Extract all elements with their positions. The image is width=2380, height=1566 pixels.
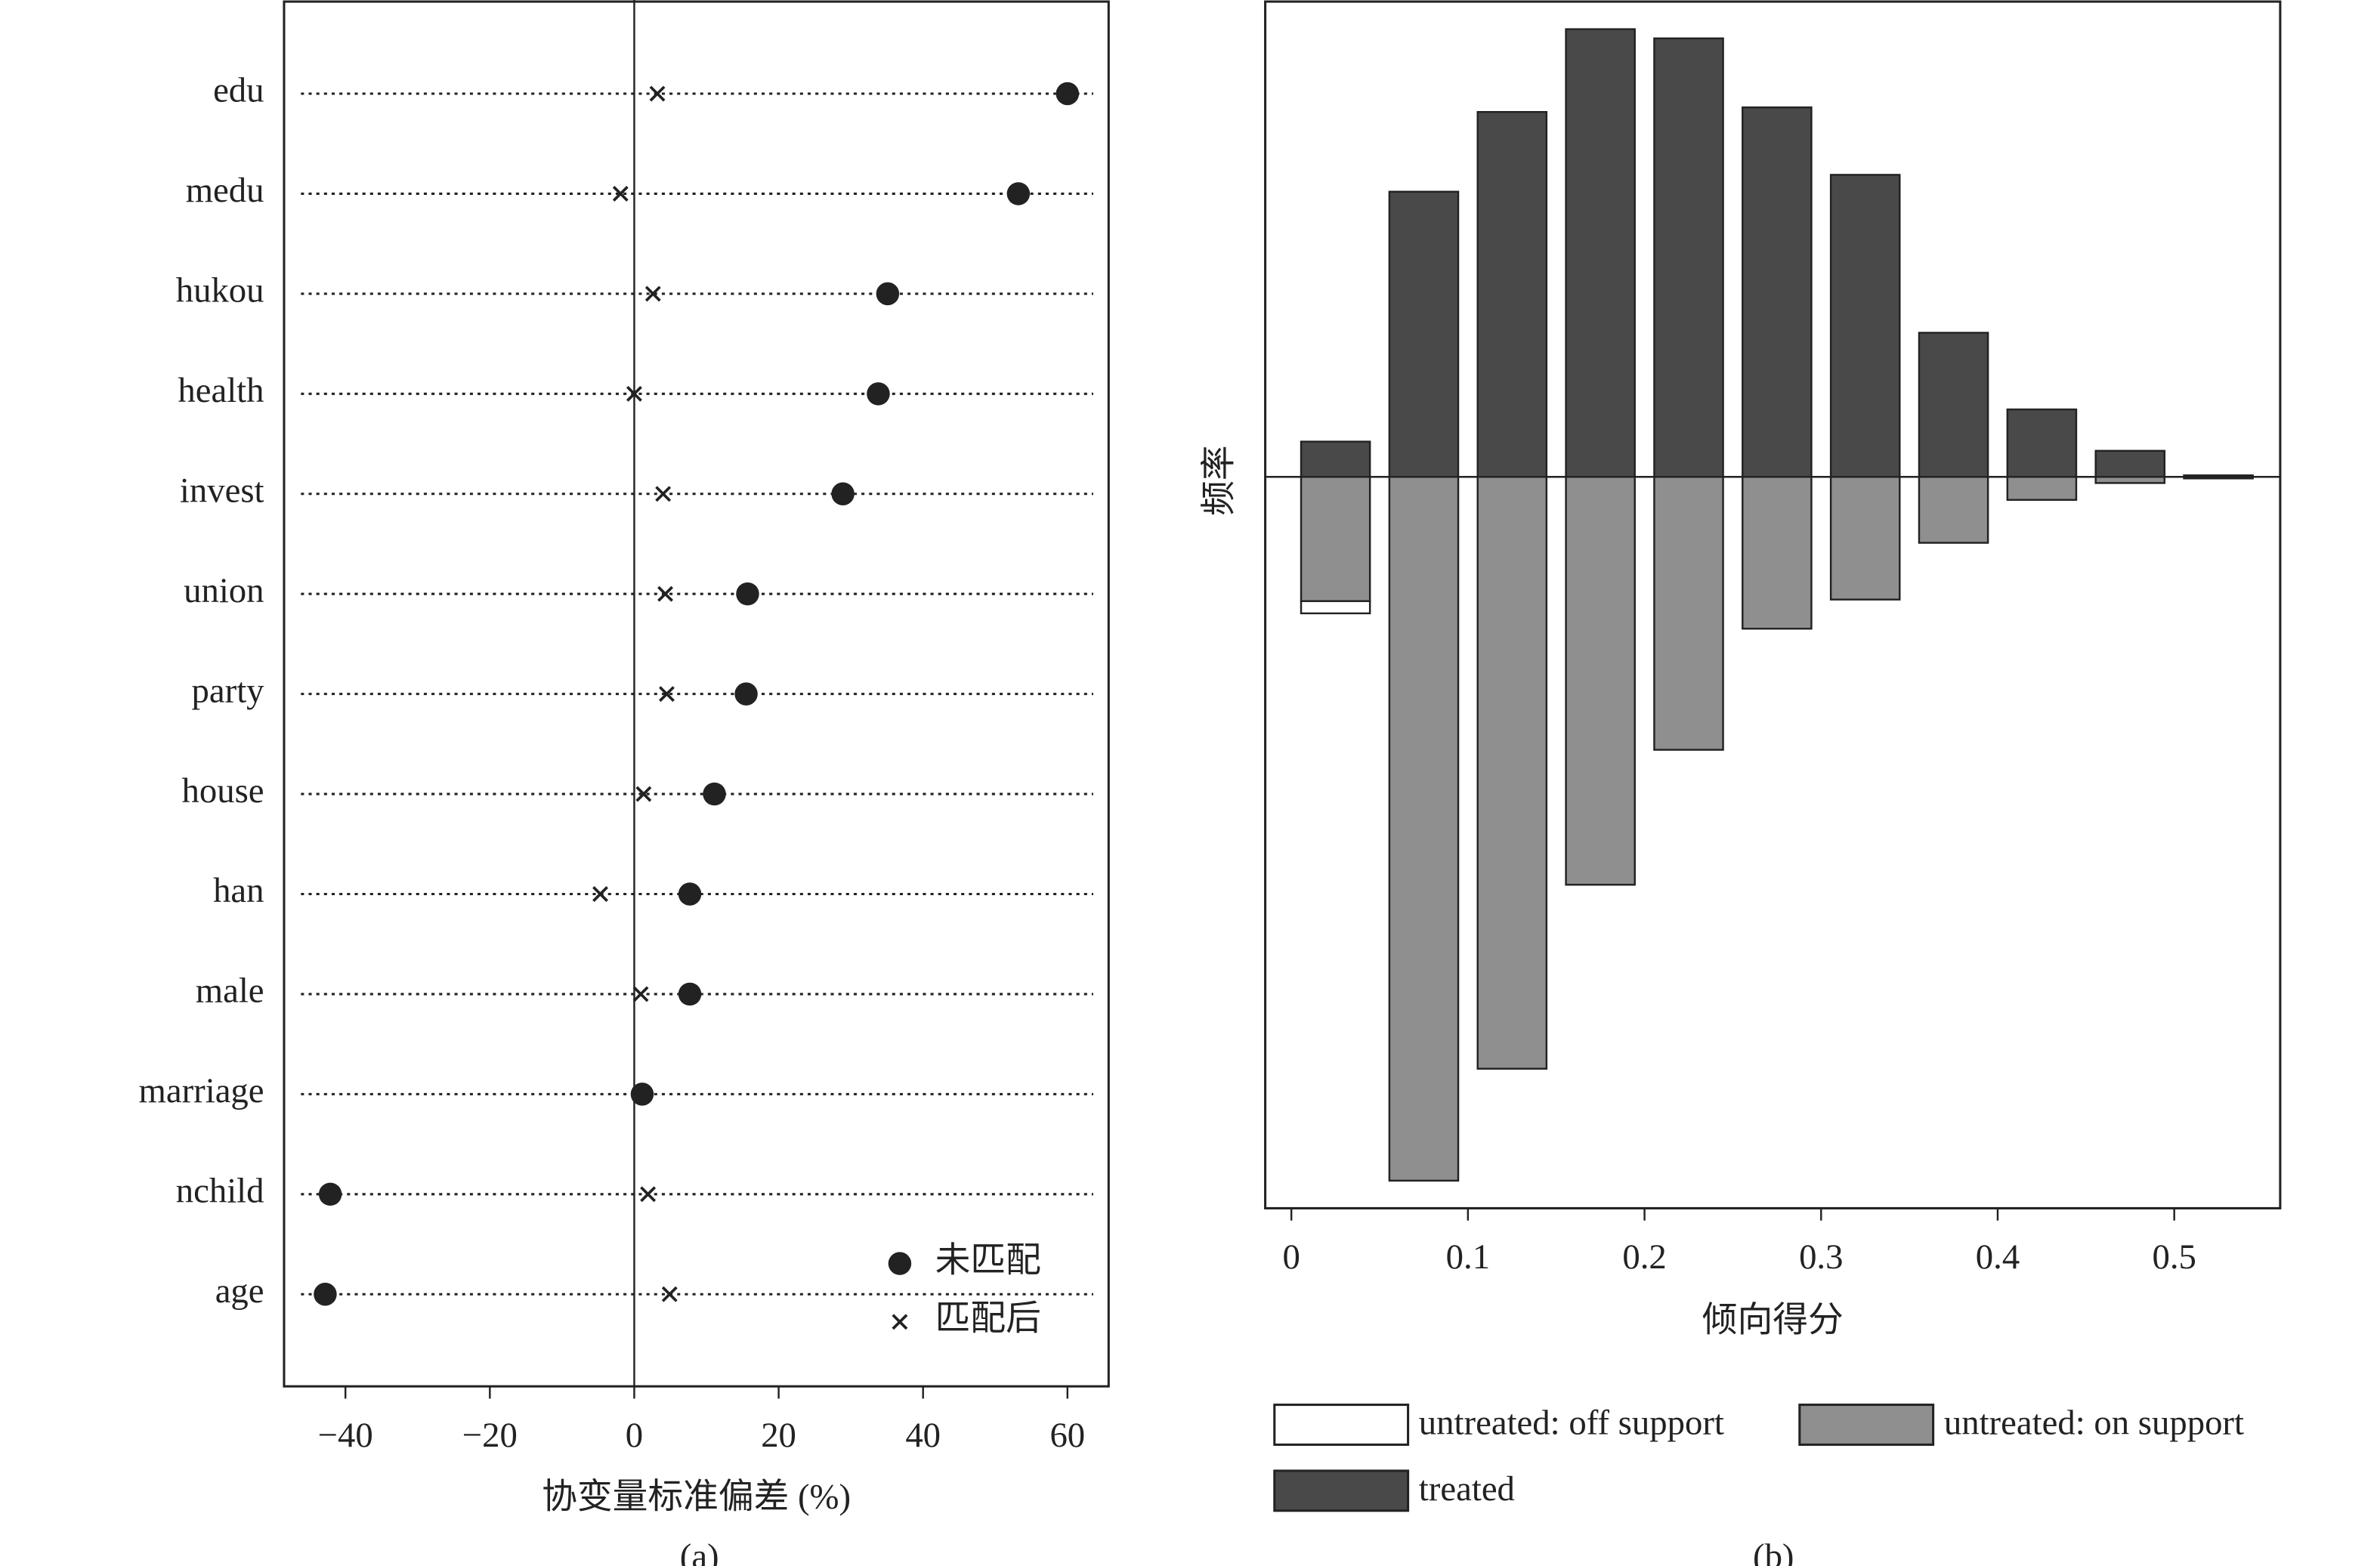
dot [888, 1252, 912, 1275]
bar [2006, 476, 2078, 501]
y-tick-label: edu [213, 71, 264, 110]
x-tick-label: 0.2 [1622, 1237, 1666, 1277]
x-tick-label: −40 [318, 1416, 373, 1455]
bar [2094, 449, 2166, 478]
y-tick-label: health [178, 371, 264, 410]
bar [1653, 37, 1724, 478]
y-tick-label: age [215, 1271, 264, 1311]
dot [318, 1182, 342, 1206]
dot [734, 682, 758, 706]
bar [1476, 476, 1548, 1070]
x-tick-label: 0.5 [2152, 1237, 2196, 1277]
legend-label: 匹配后 [935, 1299, 1041, 1339]
cross [632, 1086, 648, 1102]
cross [635, 786, 652, 802]
y-tick-label: nchild [176, 1172, 264, 1211]
bar [1300, 600, 1371, 615]
x-axis-label: 协变量标准偏差 (%) [542, 1477, 851, 1516]
y-tick-label: medu [186, 171, 264, 210]
bar [1918, 332, 1989, 478]
y-tick-label: marriage [138, 1071, 264, 1110]
bar [1918, 476, 1989, 544]
bar [1388, 476, 1460, 1182]
x-axis-label: 倾向得分 [1702, 1301, 1844, 1340]
dot [736, 582, 759, 606]
legend-swatch [1273, 1469, 1410, 1512]
dot [630, 1083, 654, 1106]
plot-frame [283, 0, 1110, 1388]
cross [649, 85, 666, 102]
bar [1388, 190, 1460, 478]
dot [678, 882, 702, 906]
dot [703, 782, 726, 806]
bar [1742, 476, 1813, 630]
x-tick-label: 20 [761, 1416, 796, 1455]
bar [1565, 476, 1636, 886]
cross [626, 385, 642, 402]
cross [657, 585, 673, 602]
legend-label: untreated: on support [1944, 1404, 2244, 1443]
y-tick-label: hukou [176, 271, 264, 310]
y-tick-label: invest [180, 471, 264, 510]
cross [640, 1186, 657, 1203]
cross [655, 486, 672, 502]
bar [1742, 106, 1813, 478]
dot [1056, 82, 1080, 106]
y-tick-label: union [184, 571, 264, 610]
y-tick-label: male [196, 971, 264, 1011]
x-tick-label: 60 [1049, 1416, 1085, 1455]
x-tick-label: 0 [626, 1416, 643, 1455]
y-tick-label: party [192, 671, 265, 710]
x-tick-label: 0.1 [1446, 1237, 1490, 1277]
bar [1565, 28, 1636, 478]
cross [661, 1286, 678, 1302]
plot-frame [1264, 0, 2282, 1209]
dot [831, 482, 855, 505]
cross [612, 186, 629, 202]
bar [1653, 476, 1724, 751]
bar [1829, 174, 1901, 478]
dot [867, 382, 890, 406]
cross [659, 686, 675, 703]
legend-swatch [1273, 1404, 1410, 1446]
dot [1006, 182, 1031, 205]
y-tick-label: house [182, 771, 264, 811]
cross [632, 986, 649, 1002]
y-axis-label: 频率 [1199, 445, 1238, 515]
legend-swatch [1798, 1404, 1935, 1446]
x-tick-label: 0 [1282, 1237, 1300, 1277]
bar [2006, 408, 2078, 478]
dot [876, 282, 900, 306]
bar [1300, 440, 1371, 478]
x-tick-label: 0.4 [1976, 1237, 2020, 1277]
bar [1829, 476, 1901, 601]
caption: (a) [680, 1537, 719, 1566]
legend-label: 未匹配 [935, 1240, 1041, 1280]
dot [314, 1283, 337, 1306]
bar [1476, 110, 1548, 478]
x-tick-label: −20 [462, 1416, 518, 1455]
cross [592, 886, 608, 902]
dot [678, 982, 702, 1006]
cross [892, 1314, 908, 1330]
caption: (b) [1753, 1537, 1794, 1566]
x-tick-label: 40 [905, 1416, 941, 1455]
legend-label: untreated: off support [1419, 1404, 1724, 1443]
cross [644, 286, 661, 302]
bar [1300, 476, 1371, 602]
y-tick-label: han [213, 871, 264, 910]
x-tick-label: 0.3 [1799, 1237, 1843, 1277]
legend-label: treated [1419, 1469, 1515, 1509]
